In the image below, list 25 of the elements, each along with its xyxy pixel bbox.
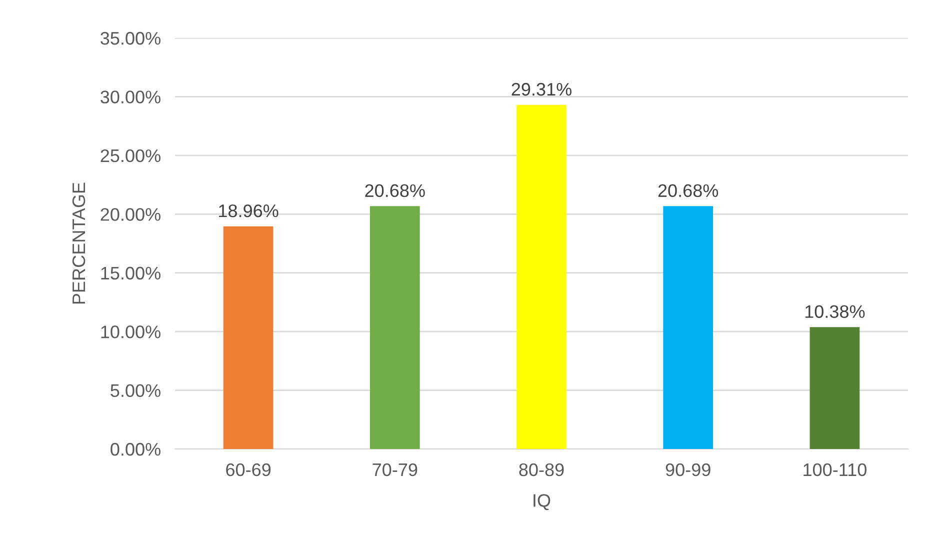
bar xyxy=(223,226,274,449)
data-label: 29.31% xyxy=(512,82,572,96)
y-axis-title: PERCENTAGE xyxy=(72,182,86,304)
x-tick-label: 90-99 xyxy=(666,463,710,476)
bar xyxy=(516,104,566,449)
data-label: 20.68% xyxy=(658,184,718,198)
x-tick-label: 60-69 xyxy=(226,463,271,476)
y-tick-label: 35.00% xyxy=(100,32,160,45)
bar xyxy=(370,206,420,449)
y-tick-label: 5.00% xyxy=(110,384,160,398)
x-tick-label: 100-110 xyxy=(804,463,866,476)
y-tick-label: 0.00% xyxy=(110,442,160,456)
y-tick-label: 20.00% xyxy=(100,208,160,221)
data-label: 10.38% xyxy=(805,305,865,318)
x-axis-title: IQ xyxy=(534,494,550,510)
data-label: 18.96% xyxy=(219,204,278,218)
bar xyxy=(810,327,860,449)
x-tick-label: 70-79 xyxy=(372,463,418,476)
bar xyxy=(663,206,714,449)
data-label: 20.68% xyxy=(365,184,425,198)
y-tick-label: 25.00% xyxy=(100,149,160,162)
y-tick-label: 15.00% xyxy=(101,266,160,280)
y-tick-label: 10.00% xyxy=(101,326,160,338)
x-tick-label: 80-89 xyxy=(519,463,564,476)
y-tick-label: 30.00% xyxy=(100,90,160,104)
